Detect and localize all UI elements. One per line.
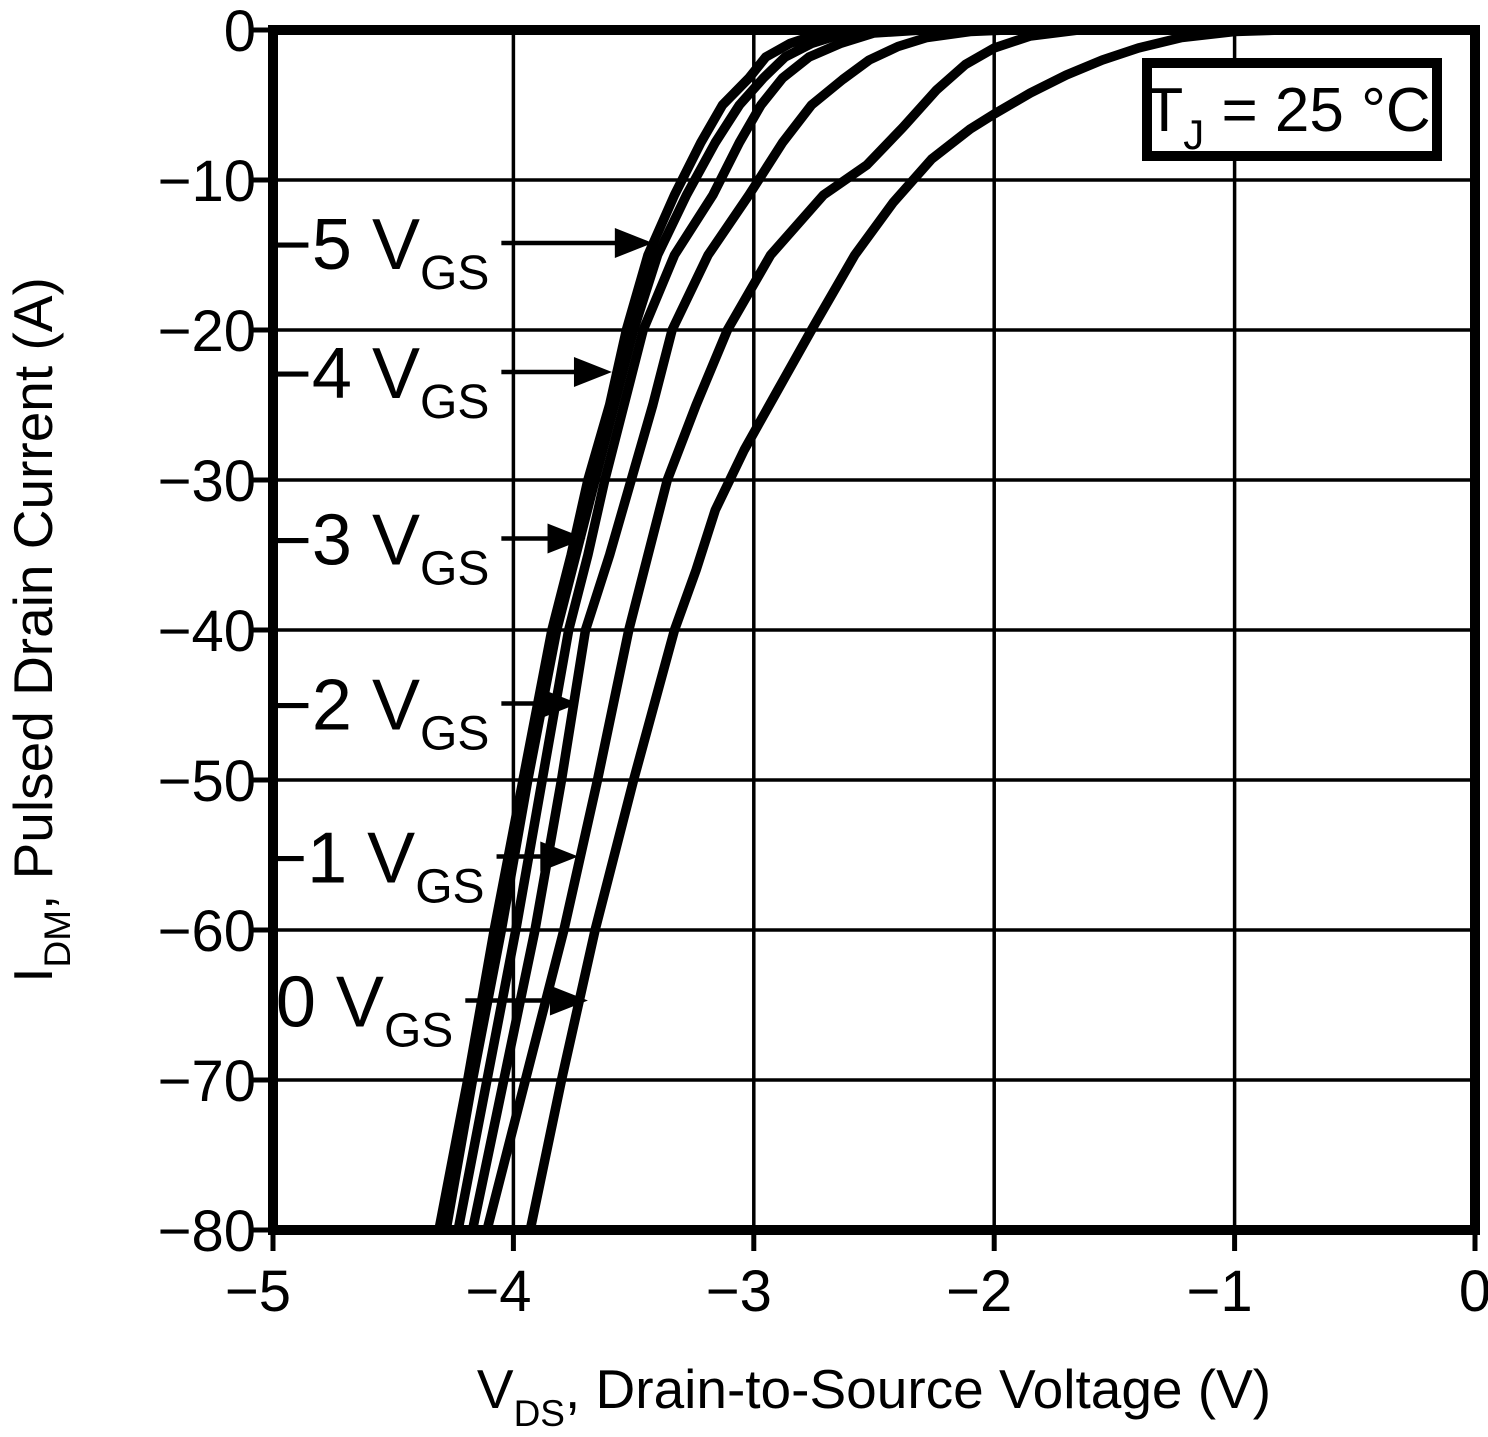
curve-vgs--1 <box>482 25 1480 1235</box>
y-tick-label: −30 <box>158 449 256 514</box>
curve-label: −4 VGS <box>270 334 489 429</box>
arrow-head-icon <box>614 228 653 258</box>
x-tick-label: −1 <box>1187 1259 1253 1324</box>
y-tick-label: −40 <box>158 599 256 664</box>
y-tick-label: −20 <box>158 299 256 364</box>
x-axis-title: VDS, Drain-to-Source Voltage (V) <box>477 1358 1271 1434</box>
x-tick-label: −2 <box>946 1259 1012 1324</box>
y-tick-label: −70 <box>158 1049 256 1114</box>
curve-vgs--2 <box>467 25 1480 1235</box>
temperature-annotation-box <box>1142 58 1442 161</box>
arrow-head-icon <box>547 523 586 554</box>
y-tick-label: −60 <box>158 899 256 964</box>
curve-vgs-0 <box>525 25 1480 1235</box>
y-tick-label: −10 <box>158 149 256 214</box>
y-axis-title: IDM, Pulsed Drain Current (A) <box>2 277 78 983</box>
y-tick-label: −50 <box>158 749 256 814</box>
curve-label: −3 VGS <box>270 501 489 596</box>
curve-vgs--3 <box>453 25 1480 1235</box>
curve-label: 0 VGS <box>276 963 453 1058</box>
curve-label: −5 VGS <box>270 205 489 300</box>
x-tick-label: −4 <box>465 1259 531 1324</box>
curve-vgs--4 <box>441 25 1480 1235</box>
temperature-annotation: TJ = 25 °C <box>1145 76 1430 158</box>
curve-label: −2 VGS <box>270 666 489 761</box>
arrow-head-icon <box>573 357 612 387</box>
arrow-head-icon <box>540 688 579 719</box>
arrow-head-icon <box>549 985 588 1016</box>
x-tick-label: −3 <box>706 1259 772 1324</box>
y-tick-label: 0 <box>224 0 256 64</box>
x-tick-label: −5 <box>225 1259 291 1324</box>
curve-label: −1 VGS <box>265 819 484 914</box>
x-tick-label: 0 <box>1459 1259 1488 1324</box>
arrow-head-icon <box>540 841 579 872</box>
y-tick-label: −80 <box>158 1199 256 1264</box>
